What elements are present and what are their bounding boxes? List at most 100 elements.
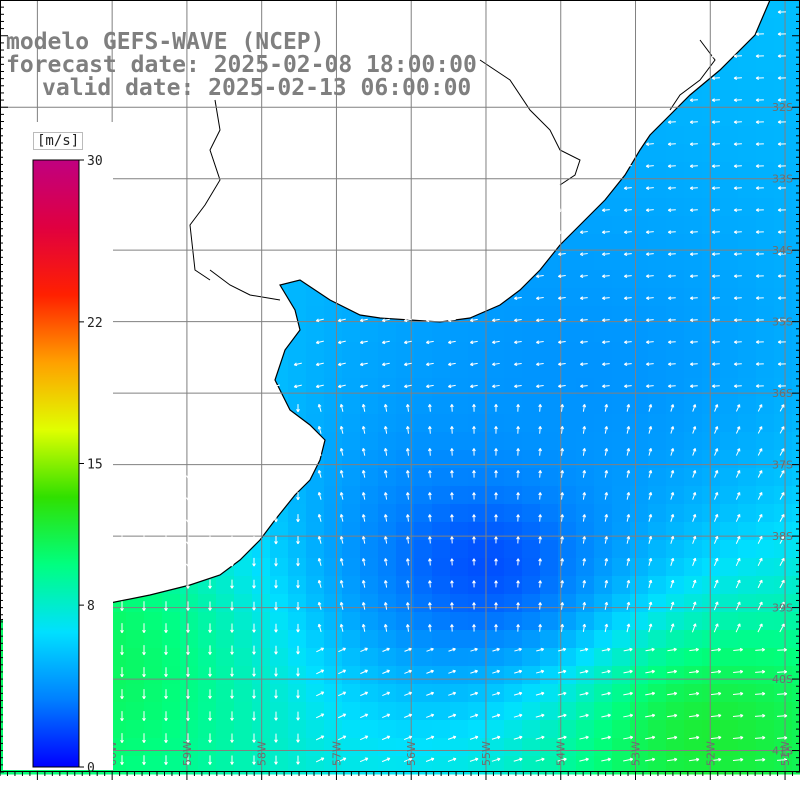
- wind-arrow: [208, 513, 212, 523]
- wind-arrow: [450, 404, 454, 412]
- field-cell: [468, 342, 487, 361]
- field-cell: [360, 450, 379, 469]
- field-cell: [630, 288, 649, 307]
- wind-arrow: [405, 558, 410, 566]
- field-cell: [378, 324, 397, 343]
- wind-arrow: [667, 54, 676, 58]
- field-cell: [342, 576, 361, 595]
- wind-arrow: [733, 230, 742, 234]
- field-cell: [162, 684, 181, 703]
- field-cell: [756, 432, 775, 451]
- field-cell: [738, 270, 757, 289]
- field-cell: [630, 504, 649, 523]
- field-cell: [594, 360, 613, 379]
- field-cell: [774, 324, 793, 343]
- wind-arrow: [339, 469, 344, 478]
- field-cell: [774, 504, 793, 523]
- field-cell: [522, 378, 541, 397]
- field-cell: [774, 612, 793, 631]
- wind-arrow: [338, 713, 347, 719]
- field-cell: [792, 180, 800, 199]
- field-cell: [216, 612, 235, 631]
- wind-arrow: [252, 535, 256, 545]
- wind-arrow: [338, 669, 347, 675]
- wind-arrow: [579, 274, 588, 279]
- field-cell: [450, 648, 469, 667]
- field-cell: [630, 522, 649, 541]
- wind-arrow: [425, 362, 434, 367]
- field-cell: [612, 324, 631, 343]
- wind-arrow: [645, 76, 654, 81]
- wind-arrow: [711, 32, 720, 36]
- field-cell: [144, 630, 163, 649]
- wind-arrow: [582, 492, 587, 500]
- field-cell: [774, 360, 793, 379]
- wind-arrow: [491, 735, 501, 740]
- wind-arrow: [360, 713, 369, 719]
- wind-arrow: [601, 669, 611, 674]
- forecast-date: forecast date: 2025-02-08 18:00:00: [6, 52, 477, 78]
- field-cell: [630, 486, 649, 505]
- wind-arrow: [516, 624, 520, 632]
- lat-label: 37S: [772, 459, 793, 472]
- field-cell: [540, 378, 559, 397]
- wind-arrow: [755, 318, 764, 322]
- field-cell: [558, 270, 577, 289]
- field-cell: [234, 684, 253, 703]
- field-cell: [378, 558, 397, 577]
- field-cell: [414, 486, 433, 505]
- wind-arrow: [692, 448, 697, 456]
- field-cell: [612, 702, 631, 721]
- wind-arrow: [164, 601, 168, 611]
- wind-arrow: [120, 601, 124, 612]
- field-cell: [648, 720, 667, 739]
- field-cell: [522, 612, 541, 631]
- field-cell: [774, 144, 793, 163]
- wind-arrow: [383, 470, 388, 478]
- field-cell: [450, 396, 469, 415]
- field-cell: [180, 612, 199, 631]
- field-cell: [738, 504, 757, 523]
- wind-arrow: [779, 404, 785, 412]
- field-cell: [630, 342, 649, 361]
- field-cell: [720, 720, 739, 739]
- wind-arrow: [538, 404, 542, 412]
- wind-arrow: [470, 647, 478, 652]
- wind-arrow: [646, 340, 654, 344]
- wind-arrow: [361, 514, 366, 522]
- wind-arrow: [623, 713, 634, 718]
- wind-arrow: [186, 733, 190, 743]
- field-cell: [378, 576, 397, 595]
- wind-arrow: [382, 647, 390, 652]
- field-cell: [774, 18, 793, 37]
- field-cell: [540, 414, 559, 433]
- wind-arrow: [252, 579, 256, 589]
- wind-arrow: [558, 362, 566, 367]
- field-cell: [612, 558, 631, 577]
- wind-arrow: [580, 384, 588, 389]
- field-cell: [486, 738, 505, 757]
- field-cell: [234, 612, 253, 631]
- wind-arrow: [252, 425, 256, 435]
- wind-arrow: [777, 230, 786, 234]
- field-cell: [792, 36, 800, 55]
- field-cell: [684, 252, 703, 271]
- wind-arrow: [450, 580, 454, 588]
- field-cell: [738, 756, 757, 775]
- field-cell: [504, 648, 523, 667]
- wind-arrow: [689, 10, 698, 14]
- field-cell: [540, 342, 559, 361]
- field-cell: [468, 468, 487, 487]
- field-cell: [378, 648, 397, 667]
- wind-arrow: [733, 252, 742, 256]
- field-cell: [594, 648, 613, 667]
- field-cell: [414, 612, 433, 631]
- field-cell: [630, 360, 649, 379]
- field-cell: [486, 450, 505, 469]
- wind-arrow: [186, 535, 190, 545]
- field-cell: [576, 558, 595, 577]
- field-cell: [720, 684, 739, 703]
- field-cell: [288, 288, 307, 307]
- wind-arrow: [579, 669, 589, 674]
- wind-arrow: [755, 186, 764, 190]
